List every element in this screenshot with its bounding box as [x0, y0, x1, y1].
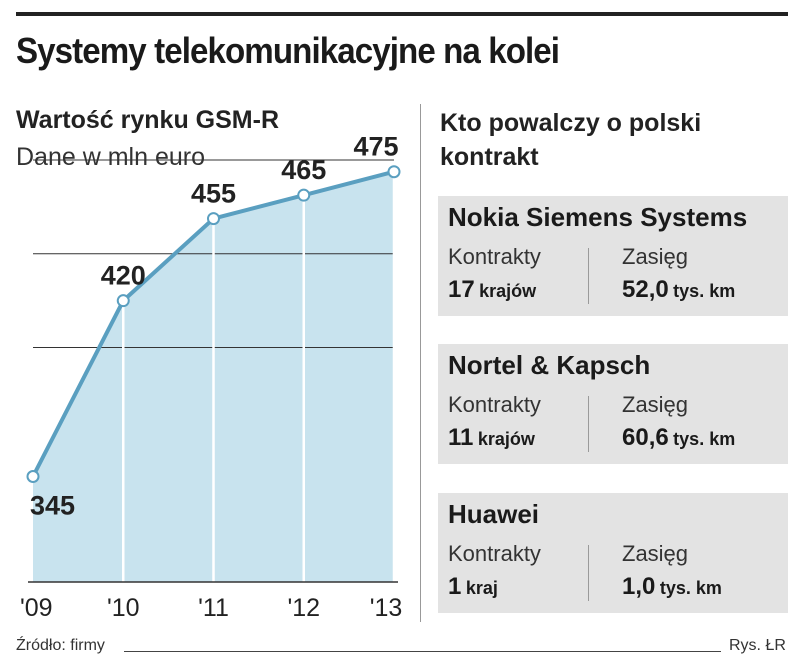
- contracts-value: 17 krajów: [448, 276, 536, 304]
- competitors-title: Kto powalczy o polski kontrakt: [440, 109, 702, 171]
- data-point-12: [297, 188, 311, 202]
- data-label-10: 420: [101, 261, 146, 291]
- range-value: 1,0 tys. km: [622, 573, 722, 601]
- contracts-label: Kontrakty: [448, 392, 541, 417]
- data-point-10: [116, 294, 130, 308]
- main-title: Systemy telekomunikacyjne na kolei: [16, 30, 560, 71]
- competitor-name: Nortel & Kapsch: [448, 350, 651, 380]
- x-tick-label-11: '11: [198, 594, 229, 622]
- chart-title: Wartość rynku GSM-R: [16, 106, 280, 134]
- range-label: Zasięg: [622, 392, 689, 417]
- range-label: Zasięg: [622, 244, 689, 269]
- range-number: 60,6: [622, 424, 669, 451]
- card-separator: [588, 545, 589, 601]
- column-divider: [420, 104, 421, 622]
- range-value: 60,6 tys. km: [622, 424, 735, 452]
- data-point-13: [387, 165, 401, 179]
- x-tick-label-12: '12: [287, 594, 320, 622]
- contracts-number: 1: [448, 573, 462, 600]
- footer-source: Źródło: firmy: [16, 637, 105, 654]
- contracts-value: 1 kraj: [448, 573, 498, 601]
- x-tick-label-13: '13: [370, 594, 403, 622]
- x-tick-label-09: '09: [20, 594, 53, 622]
- range-value: 52,0 tys. km: [622, 276, 735, 304]
- data-label-09: 345: [30, 491, 75, 521]
- competitor-card-huawei: Huawei Kontrakty Zasięg 1 kraj 1,0 tys. …: [438, 493, 788, 613]
- range-label: Zasięg: [622, 541, 689, 566]
- data-label-12: 465: [281, 155, 326, 185]
- competitor-card-nokia-siemens: Nokia Siemens Systems Kontrakty Zasięg 1…: [438, 196, 788, 316]
- chart-subtitle: Dane w mln euro: [16, 143, 205, 171]
- top-rule: [16, 12, 788, 16]
- range-unit: tys. km: [659, 578, 722, 598]
- contracts-number: 11: [448, 424, 474, 451]
- range-number: 1,0: [622, 573, 656, 600]
- contracts-label: Kontrakty: [448, 244, 541, 269]
- card-separator: [588, 396, 589, 452]
- card-separator: [588, 248, 589, 304]
- contracts-value: 11 krajów: [448, 424, 535, 452]
- data-label-13: 475: [353, 132, 398, 162]
- range-unit: tys. km: [673, 429, 736, 449]
- contracts-unit: krajów: [477, 429, 535, 449]
- contracts-unit: krajów: [479, 281, 537, 301]
- x-tick-label-10: '10: [107, 594, 140, 622]
- competitor-card-nortel-kapsch: Nortel & Kapsch Kontrakty Zasięg 11 kraj…: [438, 344, 788, 464]
- data-point-09: [26, 470, 40, 483]
- data-point-11: [207, 212, 220, 226]
- contracts-number: 17: [448, 276, 475, 303]
- footer-rule: [124, 651, 721, 652]
- data-label-11: 455: [191, 179, 236, 209]
- range-unit: tys. km: [673, 281, 736, 301]
- competitor-name: Huawei: [448, 499, 540, 529]
- footer-credit: Rys. ŁR: [729, 637, 786, 654]
- competitor-name: Nokia Siemens Systems: [448, 202, 748, 232]
- contracts-label: Kontrakty: [448, 541, 541, 566]
- range-number: 52,0: [622, 276, 669, 303]
- contracts-unit: kraj: [465, 578, 498, 598]
- market-value-chart: 345 420 455 465 475 '09 '10 '11 '12 '13: [20, 132, 403, 622]
